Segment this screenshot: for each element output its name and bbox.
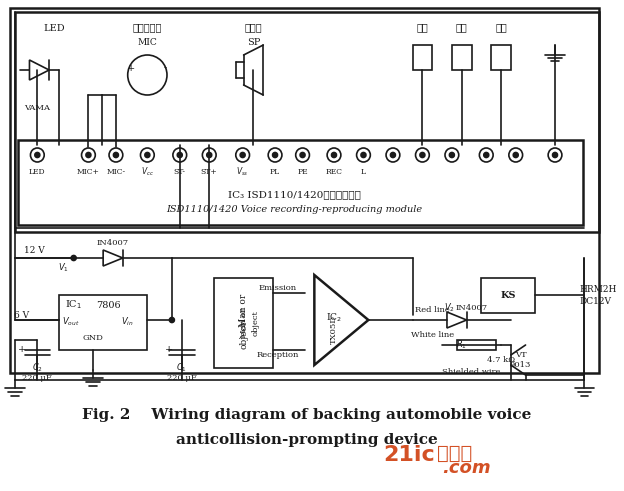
Text: IC₃ ISD1110/1420语音录放模块: IC₃ ISD1110/1420语音录放模块 (228, 191, 361, 199)
Text: L: L (361, 168, 366, 176)
Text: 220 μF: 220 μF (167, 374, 197, 382)
Text: ISD1110/1420 Voice recording-reproducing module: ISD1110/1420 Voice recording-reproducing… (167, 206, 423, 215)
Text: $V_{cc}$: $V_{cc}$ (141, 166, 154, 178)
Text: PE: PE (297, 168, 308, 176)
Circle shape (240, 153, 245, 158)
Text: SP: SP (246, 37, 260, 47)
Text: Man or: Man or (240, 308, 248, 338)
Text: 驻极体话筒: 驻极体话筒 (133, 24, 162, 32)
Text: White line: White line (411, 331, 454, 339)
Text: Shielded wire: Shielded wire (442, 368, 500, 376)
Text: VAMA: VAMA (24, 104, 51, 112)
Circle shape (86, 153, 91, 158)
Text: IC$_1$: IC$_1$ (65, 299, 82, 311)
Text: MIC-: MIC- (106, 168, 125, 176)
Text: VT: VT (515, 351, 527, 359)
Bar (481, 278, 535, 313)
Bar (491, 45, 511, 70)
Text: MIC+: MIC+ (77, 168, 100, 176)
Text: 7806: 7806 (95, 300, 120, 309)
Bar (452, 45, 472, 70)
Circle shape (300, 153, 305, 158)
Text: HRM2H: HRM2H (580, 285, 617, 295)
Text: anticollision-prompting device: anticollision-prompting device (175, 433, 437, 447)
Text: IN4007: IN4007 (97, 239, 129, 247)
Circle shape (71, 255, 76, 261)
Text: 9013: 9013 (510, 361, 531, 369)
Text: REC: REC (326, 168, 343, 176)
Text: 21ic: 21ic (383, 445, 435, 465)
Text: -: - (163, 63, 167, 73)
Text: 放音: 放音 (456, 24, 467, 32)
Circle shape (514, 153, 518, 158)
Circle shape (391, 153, 396, 158)
Circle shape (420, 153, 425, 158)
Bar (412, 45, 432, 70)
Text: 12 V: 12 V (24, 246, 45, 254)
Text: 6 V: 6 V (14, 310, 29, 320)
Bar (15, 12, 599, 232)
Text: object: object (239, 321, 248, 349)
Text: $C_1$: $C_1$ (176, 362, 187, 374)
Circle shape (484, 153, 489, 158)
Text: +: + (165, 346, 173, 355)
Text: IN4007: IN4007 (456, 304, 487, 312)
Text: 录音: 录音 (495, 24, 507, 32)
Text: LED: LED (29, 168, 46, 176)
Circle shape (170, 318, 174, 323)
Text: TX05D: TX05D (330, 316, 338, 345)
Text: $V_2$: $V_2$ (444, 302, 456, 314)
Text: 扬声器: 扬声器 (245, 24, 262, 32)
Circle shape (361, 153, 366, 158)
Circle shape (273, 153, 278, 158)
Text: Red line: Red line (415, 306, 450, 314)
Circle shape (145, 153, 150, 158)
Text: KS: KS (500, 291, 515, 300)
Text: 4.7 kΩ: 4.7 kΩ (487, 356, 515, 364)
Text: $V_{out}$: $V_{out}$ (62, 316, 79, 328)
Text: $V_{in}$: $V_{in}$ (121, 316, 134, 328)
Bar (59, 295, 147, 350)
Bar (17, 140, 583, 225)
Text: +: + (17, 346, 26, 355)
Text: $R_1$: $R_1$ (456, 339, 467, 351)
Circle shape (207, 153, 212, 158)
Text: Reception: Reception (257, 351, 299, 359)
Circle shape (35, 153, 40, 158)
Text: IC$_2$: IC$_2$ (326, 312, 342, 324)
Text: $V_1$: $V_1$ (59, 262, 69, 274)
Circle shape (331, 153, 336, 158)
Text: PL: PL (270, 168, 280, 176)
Circle shape (449, 153, 454, 158)
Bar (10, 8, 599, 373)
Circle shape (553, 153, 557, 158)
Text: $C_2$: $C_2$ (32, 362, 43, 374)
Text: 电子网: 电子网 (437, 443, 472, 463)
Text: Emission: Emission (259, 284, 297, 292)
Text: Man or: Man or (239, 294, 248, 327)
Text: 放音: 放音 (417, 24, 428, 32)
Text: ST-: ST- (173, 168, 186, 176)
Text: Fig. 2    Wiring diagram of backing automobile voice: Fig. 2 Wiring diagram of backing automob… (82, 408, 531, 422)
Text: 220 μF: 220 μF (22, 374, 52, 382)
Text: MIC: MIC (137, 37, 157, 47)
Bar (457, 340, 496, 350)
Circle shape (177, 153, 182, 158)
Text: .com: .com (442, 459, 490, 477)
Text: GND: GND (83, 334, 104, 342)
Bar (214, 278, 273, 368)
Text: +: + (127, 63, 135, 73)
Text: LED: LED (43, 24, 65, 32)
Text: ST+: ST+ (201, 168, 218, 176)
Text: DC12V: DC12V (580, 298, 612, 306)
Text: object: object (251, 310, 260, 336)
Text: $V_{ss}$: $V_{ss}$ (236, 166, 249, 178)
Circle shape (114, 153, 119, 158)
